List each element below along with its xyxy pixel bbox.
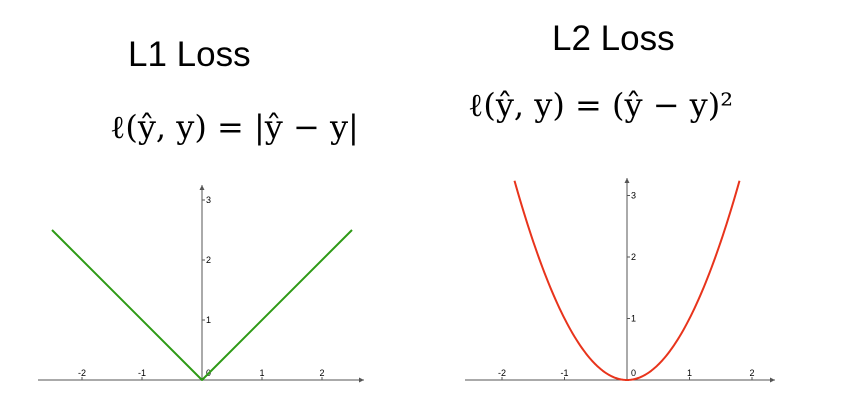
l2-y-tick-label: 1 [631,314,636,324]
l1-x-tick-label: 1 [259,368,264,378]
l1-x-axis-arrow [359,377,364,383]
l1-loss-curve [51,229,353,381]
l2-loss-formula: ℓ(ŷ, y) = (ŷ − y)² [468,86,734,124]
l1-y-axis-arrow [199,185,205,190]
l2-x-tick-label: 1 [687,368,692,378]
l2-y-tick-label: 3 [631,191,636,201]
l2-loss-curve [513,180,741,381]
l2-y-tick-label: 2 [631,252,636,262]
l2-y-axis-arrow [624,178,630,183]
l2-loss-title: L2 Loss [552,19,675,58]
l2-loss-plot: -2 -1 0 1 2 1 2 3 [465,178,775,383]
l1-y-tick-label: 3 [206,195,211,205]
l1-y-tick-label: 1 [206,315,211,325]
l1-x-tick-label: -1 [138,368,146,378]
l2-x-tick-label: 2 [749,368,754,378]
l2-x-tick-label: -2 [498,368,506,378]
l1-loss-formula: ℓ(ŷ, y) = |ŷ − y| [110,108,359,146]
l2-x-tick-label: 0 [631,368,636,378]
l1-x-tick-label: -2 [78,368,86,378]
l2-x-tick-label: -1 [560,368,568,378]
l1-x-tick-label: 2 [319,368,324,378]
l2-x-axis-arrow [770,377,775,383]
l1-loss-title: L1 Loss [128,35,251,74]
l1-y-tick-label: 2 [206,255,211,265]
